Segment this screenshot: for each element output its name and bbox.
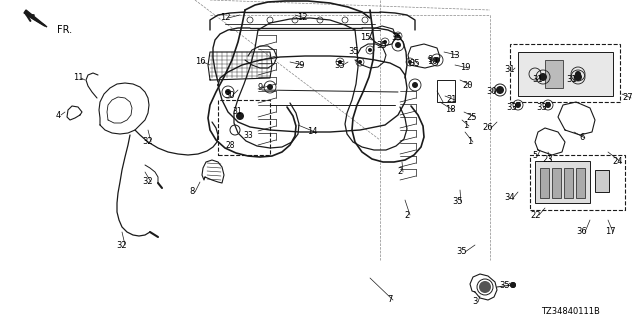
Text: 12: 12 xyxy=(297,13,307,22)
Text: 32: 32 xyxy=(143,178,154,187)
Text: 34: 34 xyxy=(505,194,515,203)
Text: 21: 21 xyxy=(447,95,457,105)
Text: 2: 2 xyxy=(397,167,403,177)
Text: 15: 15 xyxy=(360,34,371,43)
Bar xyxy=(564,168,573,198)
Bar xyxy=(545,60,563,88)
Text: 31: 31 xyxy=(505,66,515,75)
Text: TZ34840111B: TZ34840111B xyxy=(541,308,600,316)
Text: 35: 35 xyxy=(349,47,359,57)
Text: 4: 4 xyxy=(56,110,61,119)
Circle shape xyxy=(236,112,244,120)
Text: 24: 24 xyxy=(612,157,623,166)
Text: 1: 1 xyxy=(467,138,472,147)
Text: 17: 17 xyxy=(605,228,615,236)
Text: 5: 5 xyxy=(532,150,538,159)
Bar xyxy=(576,168,585,198)
Circle shape xyxy=(368,48,372,52)
Text: 1: 1 xyxy=(463,122,468,131)
Circle shape xyxy=(412,82,418,88)
Text: 36: 36 xyxy=(577,228,588,236)
Text: 20: 20 xyxy=(463,81,473,90)
Bar xyxy=(437,80,455,102)
Circle shape xyxy=(539,73,547,81)
Text: 30: 30 xyxy=(225,91,236,100)
Circle shape xyxy=(510,282,516,288)
Text: 11: 11 xyxy=(73,74,83,83)
Bar xyxy=(218,100,270,155)
Text: 35: 35 xyxy=(500,281,510,290)
Text: 9: 9 xyxy=(257,84,262,92)
Bar xyxy=(535,161,590,203)
Circle shape xyxy=(434,57,440,63)
Text: 31: 31 xyxy=(532,76,543,84)
Text: 31: 31 xyxy=(566,76,577,84)
Text: 33: 33 xyxy=(507,103,517,113)
Circle shape xyxy=(496,86,504,94)
Circle shape xyxy=(396,34,400,38)
Text: 27: 27 xyxy=(623,93,634,102)
Text: 6: 6 xyxy=(579,133,585,142)
Bar xyxy=(552,168,561,198)
Text: 12: 12 xyxy=(220,13,230,22)
Circle shape xyxy=(383,40,387,44)
Text: 14: 14 xyxy=(307,127,317,137)
Text: 13: 13 xyxy=(449,51,460,60)
Text: 28: 28 xyxy=(225,140,235,149)
Circle shape xyxy=(510,282,516,288)
Bar xyxy=(518,52,613,96)
Text: 9: 9 xyxy=(428,55,433,65)
Text: 35: 35 xyxy=(335,60,346,69)
Circle shape xyxy=(358,60,362,64)
Circle shape xyxy=(225,89,231,95)
Text: 35: 35 xyxy=(410,60,420,68)
Bar xyxy=(540,168,549,198)
Circle shape xyxy=(575,71,581,77)
Circle shape xyxy=(395,42,401,48)
Text: 19: 19 xyxy=(460,63,470,73)
Text: 10: 10 xyxy=(427,58,437,67)
Circle shape xyxy=(545,102,551,108)
Circle shape xyxy=(267,84,273,90)
Text: 29: 29 xyxy=(295,60,305,69)
Text: 35: 35 xyxy=(452,197,463,206)
Text: 3: 3 xyxy=(472,298,477,307)
Text: 35: 35 xyxy=(377,41,387,50)
Text: 25: 25 xyxy=(467,113,477,122)
Text: 16: 16 xyxy=(195,58,205,67)
Circle shape xyxy=(574,73,582,81)
Text: 32: 32 xyxy=(116,241,127,250)
Text: 8: 8 xyxy=(189,188,195,196)
Text: 35: 35 xyxy=(392,34,403,43)
Text: 22: 22 xyxy=(531,211,541,220)
Text: 2: 2 xyxy=(404,211,410,220)
Bar xyxy=(595,170,609,192)
Text: 7: 7 xyxy=(387,295,393,305)
Bar xyxy=(510,44,620,102)
Circle shape xyxy=(515,102,521,108)
Text: 33: 33 xyxy=(536,103,547,113)
Text: FR.: FR. xyxy=(57,25,72,35)
Circle shape xyxy=(479,281,491,293)
Bar xyxy=(530,155,625,210)
Text: 35: 35 xyxy=(457,247,467,257)
Text: 23: 23 xyxy=(543,156,554,164)
Circle shape xyxy=(338,60,342,64)
Text: 26: 26 xyxy=(483,124,493,132)
Text: 31: 31 xyxy=(232,108,242,116)
Polygon shape xyxy=(24,10,47,27)
Text: 32: 32 xyxy=(143,138,154,147)
Text: 33: 33 xyxy=(243,131,253,140)
Text: 18: 18 xyxy=(445,106,455,115)
Text: 30: 30 xyxy=(486,87,497,97)
Circle shape xyxy=(408,60,412,64)
